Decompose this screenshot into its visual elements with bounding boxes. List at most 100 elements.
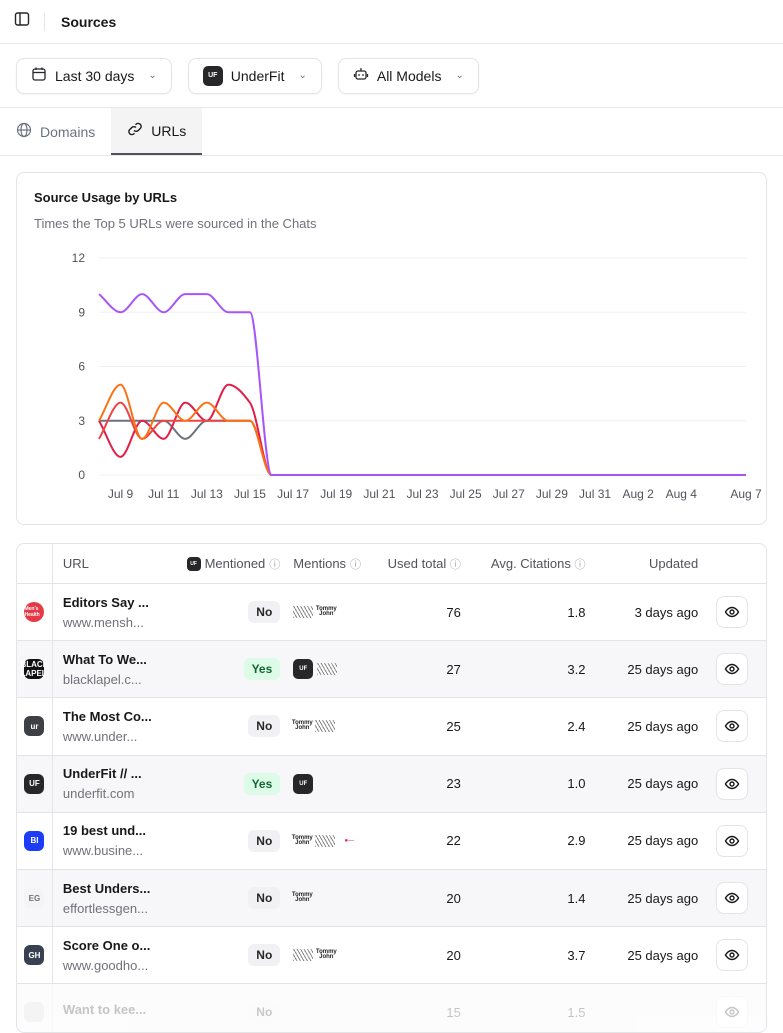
table-row[interactable]: UF UnderFit // ... underfit.com Yes UF 23… (17, 755, 766, 813)
avg-citations: 2.4 (567, 718, 586, 734)
mentioned-badge: Yes (243, 658, 281, 681)
tommy-john-logo: Tommy John (291, 892, 313, 904)
url-title[interactable]: Best Unders... (62, 880, 151, 896)
mentions-cell: Tommy John (286, 892, 381, 904)
view-button[interactable] (716, 710, 749, 743)
series-line (98, 419, 746, 476)
url-domain: www.busine... (62, 843, 144, 859)
view-button[interactable] (716, 939, 749, 972)
header-mentioned[interactable]: UF Mentioned ⓘ (169, 556, 287, 572)
header-updated[interactable]: Updated (649, 556, 699, 571)
url-title[interactable]: Editors Say ... (62, 594, 149, 610)
view-button[interactable] (716, 767, 749, 800)
table-row[interactable]: BI 19 best und... www.busine... No Tommy J… (17, 812, 766, 870)
updated: 25 days ago (627, 718, 699, 734)
tab-domains[interactable]: Domains (0, 108, 111, 155)
url-domain: underfit.com (62, 786, 135, 802)
eye-icon (724, 606, 740, 618)
view-button[interactable] (716, 996, 749, 1029)
eye-icon (724, 778, 740, 789)
y-tick-label: 6 (78, 360, 85, 374)
tommy-john-logo: Tommy John (315, 606, 337, 618)
mentioned-cell: Yes (169, 772, 287, 795)
url-title[interactable]: What To We... (62, 651, 147, 667)
mentioned-badge: No (248, 1001, 281, 1024)
table-row[interactable]: BLACK LAPEL What To We... blacklapel.c...… (17, 641, 766, 699)
used-total: 20 (446, 890, 461, 906)
table-row[interactable]: ur The Most Co... www.under... No Tommy Jo… (17, 698, 766, 756)
info-icon[interactable]: ⓘ (350, 558, 362, 571)
url-title[interactable]: Want to kee... (62, 1002, 147, 1018)
brand-w-logo (315, 834, 336, 847)
updated: 25 days ago (627, 947, 699, 963)
used-total: 15 (446, 1004, 461, 1020)
mentioned-cell: No (169, 1001, 287, 1024)
brand-w-logo (317, 663, 338, 676)
underfit-logo: UF (202, 65, 223, 86)
header-mentions[interactable]: Mentions ⓘ (286, 556, 381, 572)
used-total: 20 (446, 947, 461, 963)
info-icon[interactable]: ⓘ (449, 558, 461, 571)
mentioned-badge: Yes (243, 772, 281, 795)
url-cell[interactable]: What To We... blacklapel.c... (53, 652, 169, 687)
view-button[interactable] (716, 824, 749, 857)
info-icon[interactable]: ⓘ (574, 558, 586, 571)
info-icon[interactable]: ⓘ (269, 558, 281, 571)
url-domain: effortlessgen... (62, 900, 148, 916)
url-title[interactable]: UnderFit // ... (62, 766, 142, 782)
header-url[interactable]: URL (62, 556, 89, 571)
y-tick-label: 9 (78, 305, 85, 319)
url-cell[interactable]: 19 best und... www.busine... (53, 823, 169, 858)
mentions-cell: Tommy John (286, 606, 381, 619)
view-button[interactable] (716, 596, 749, 629)
header-label: Avg. Citations (490, 555, 571, 571)
chevron-down-icon: ⌄ (455, 70, 464, 81)
x-tick-label: Jul 13 (191, 487, 223, 501)
url-cell[interactable]: The Most Co... www.under... (53, 709, 169, 744)
url-domain: www.goodho... (62, 957, 149, 973)
source-logo: UF (24, 773, 45, 794)
source-logo-cell: GH (17, 927, 53, 984)
mentions-cell: Tommy John ●— (286, 834, 381, 847)
eye-icon (724, 950, 740, 961)
underfit-logo: UF (293, 659, 314, 680)
actions-cell (698, 939, 766, 972)
url-cell[interactable]: Best Unders... effortlessgen... (53, 881, 169, 916)
x-tick-label: Jul 21 (363, 487, 395, 501)
tab-urls[interactable]: URLs (111, 108, 203, 155)
url-cell[interactable]: Editors Say ... www.mensh... (53, 595, 169, 630)
url-title[interactable]: 19 best und... (62, 823, 146, 839)
view-button[interactable] (716, 882, 749, 915)
sidebar-toggle-icon[interactable] (14, 11, 30, 32)
url-title[interactable]: Score One o... (62, 937, 151, 953)
table-row[interactable]: Men's Health Editors Say ... www.mensh...… (17, 584, 766, 642)
header-used-total[interactable]: Used total ⓘ (381, 556, 461, 572)
x-tick-label: Jul 15 (234, 487, 266, 501)
source-logo-cell: BLACK LAPEL (17, 641, 53, 698)
date-range-dropdown[interactable]: Last 30 days ⌄ (16, 57, 172, 94)
eye-icon (724, 664, 740, 675)
used-total: 23 (446, 776, 461, 792)
tabs: Domains URLs (0, 108, 783, 156)
url-cell[interactable]: Want to kee... (53, 1002, 169, 1022)
x-tick-label: Aug 2 (622, 487, 654, 501)
url-title[interactable]: The Most Co... (62, 708, 152, 724)
updated: 25 days ago (627, 833, 699, 849)
mentioned-badge: No (248, 601, 281, 624)
chart-title: Source Usage by URLs (34, 190, 178, 205)
brand-label: UnderFit (230, 67, 285, 84)
table-row[interactable]: GH Score One o... www.goodho... No Tommy J… (17, 927, 766, 985)
tommy-john-logo: Tommy John (291, 834, 313, 846)
x-tick-label: Jul 9 (108, 487, 134, 501)
url-cell[interactable]: UnderFit // ... underfit.com (53, 766, 169, 801)
mentioned-cell: No (169, 715, 287, 738)
models-dropdown[interactable]: All Models ⌄ (337, 57, 479, 94)
table-header: URL UF Mentioned ⓘ Mentions ⓘ Used total ⓘ … (17, 544, 766, 584)
table-row[interactable]: EG Best Unders... effortlessgen... No Tom… (17, 869, 766, 928)
view-button[interactable] (716, 653, 749, 686)
table-row[interactable]: Want to kee... No 15 1.5 (17, 984, 766, 1032)
chart-subtitle: Times the Top 5 URLs were sourced in the… (34, 216, 317, 231)
brand-dropdown[interactable]: UF UnderFit ⌄ (187, 57, 322, 94)
url-cell[interactable]: Score One o... www.goodho... (53, 938, 169, 973)
header-avg-citations[interactable]: Avg. Citations ⓘ (461, 556, 586, 572)
